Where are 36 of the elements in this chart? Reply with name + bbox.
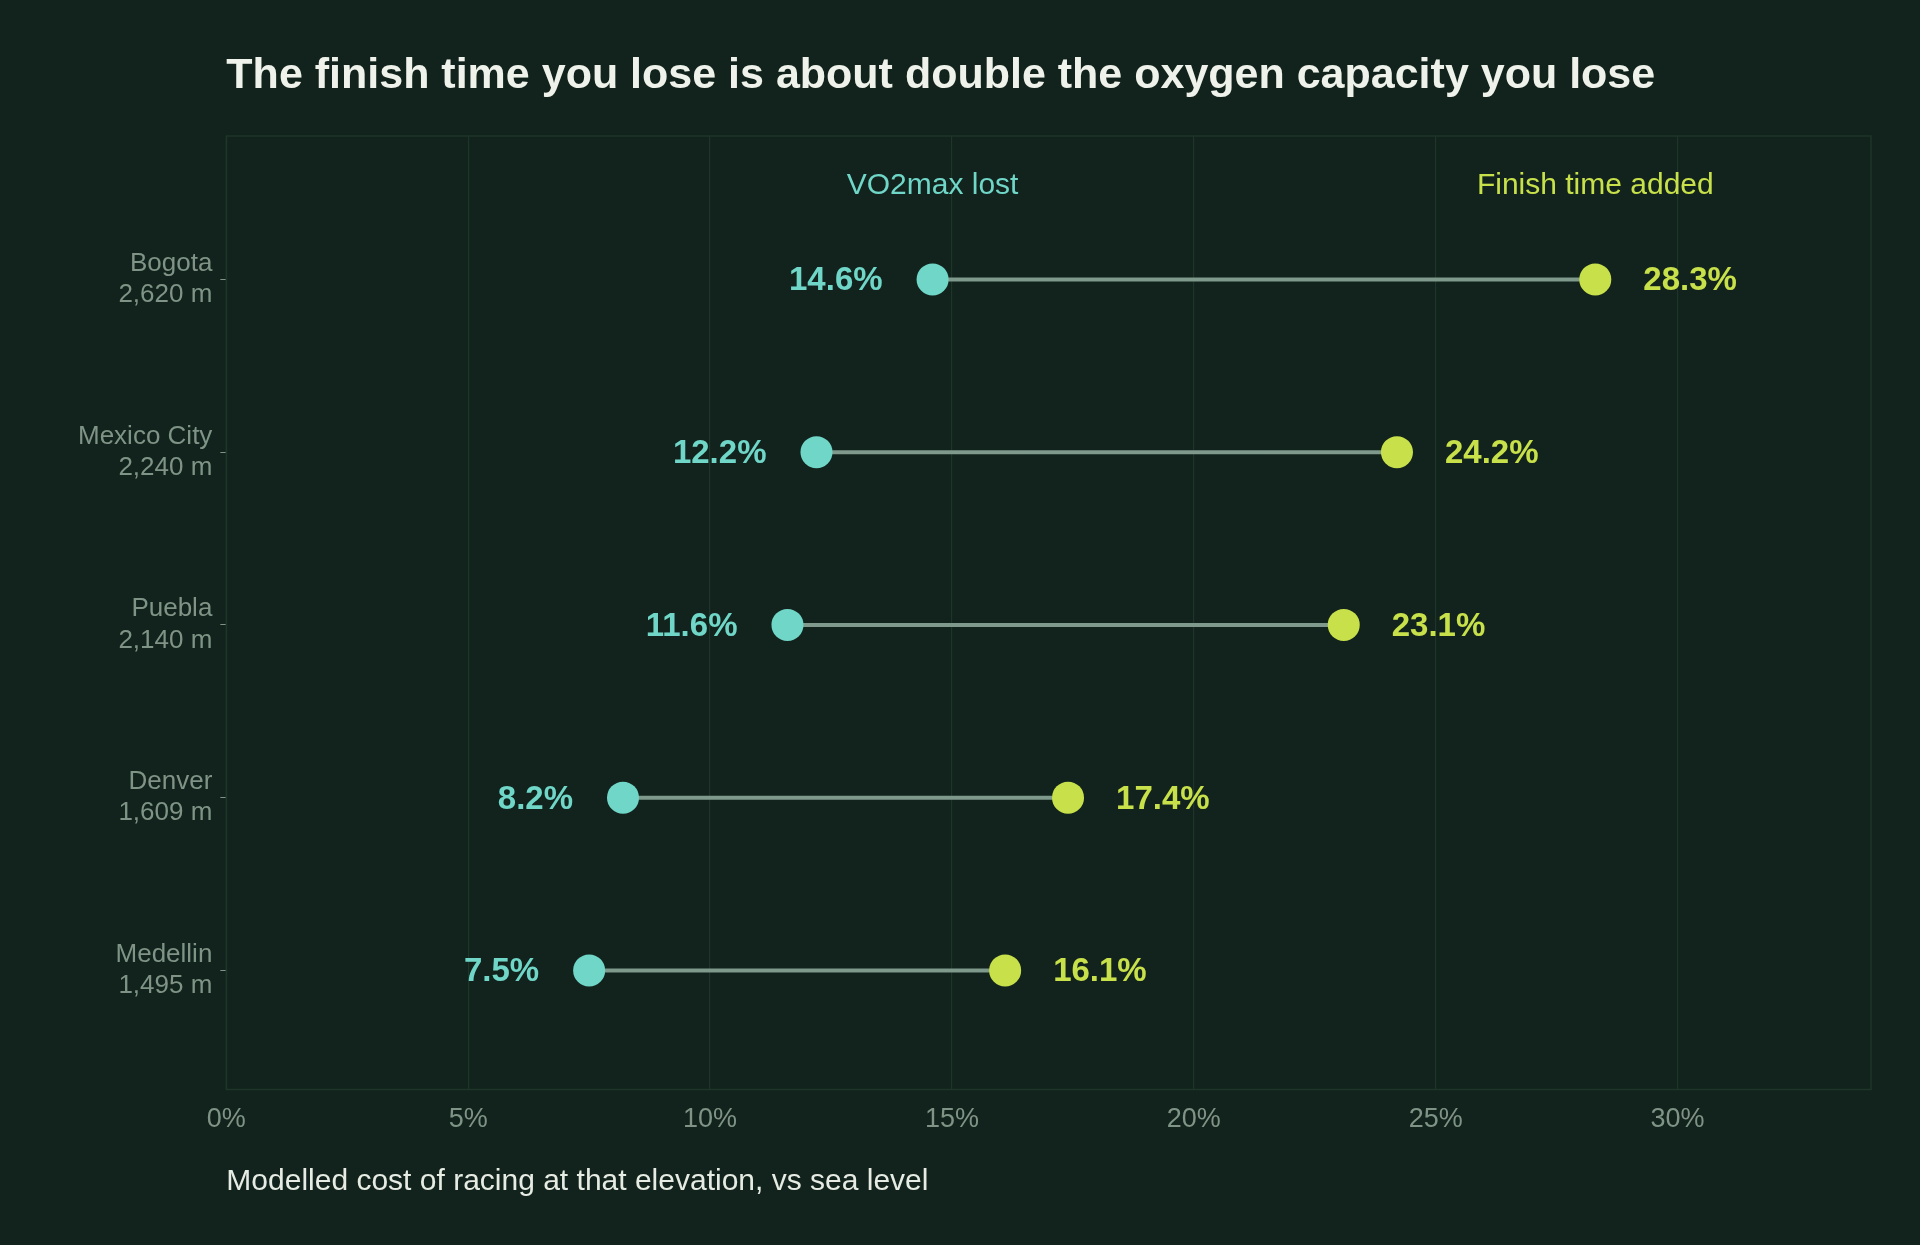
point bbox=[1380, 436, 1413, 469]
point bbox=[916, 263, 949, 296]
data-label: 7.5% bbox=[463, 951, 540, 989]
y-tick-label: Medellin 1,495 m bbox=[115, 937, 213, 1000]
chart-title: The finish time you lose is about double the oxygen capacity you lose bbox=[226, 48, 1656, 97]
x-tick-label: 10% bbox=[683, 1103, 738, 1134]
data-label: 24.2% bbox=[1444, 433, 1539, 471]
text: Finish time added bbox=[1476, 167, 1714, 201]
point bbox=[573, 954, 606, 987]
data-label: 11.6% bbox=[645, 605, 738, 643]
x-tick-label: 30% bbox=[1650, 1103, 1705, 1134]
point bbox=[607, 781, 639, 814]
point bbox=[771, 608, 804, 641]
data-label: 8.2% bbox=[497, 778, 573, 816]
data-label: 16.1% bbox=[1053, 951, 1147, 989]
x-tick-label: 15% bbox=[924, 1103, 979, 1134]
x-tick-label: 20% bbox=[1166, 1103, 1221, 1134]
x-tick-label: 25% bbox=[1408, 1103, 1463, 1134]
data-label: 17.4% bbox=[1116, 778, 1210, 816]
data-label: 14.6% bbox=[789, 260, 883, 298]
point bbox=[989, 954, 1022, 987]
x-tick-label: 0% bbox=[206, 1103, 246, 1134]
data-label: 28.3% bbox=[1643, 260, 1737, 298]
y-tick-label: Mexico City 2,240 m bbox=[78, 419, 213, 481]
x-tick-label: 5% bbox=[448, 1103, 488, 1134]
point bbox=[1327, 608, 1360, 641]
x-axis-title: Modelled cost of racing at that elevation, vs sea level bbox=[226, 1163, 929, 1197]
y-tick-label: Denver 1,609 m bbox=[118, 765, 213, 827]
data-label: 12.2% bbox=[672, 433, 767, 471]
data-label: 23.1% bbox=[1391, 605, 1486, 643]
point bbox=[1052, 781, 1085, 814]
point bbox=[800, 436, 833, 469]
text: VO2max lost bbox=[846, 167, 1020, 201]
y-tick-label: Bogota 2,620 m bbox=[118, 246, 213, 309]
point bbox=[1579, 263, 1612, 296]
y-tick-label: Puebla 2,140 m bbox=[118, 592, 213, 654]
